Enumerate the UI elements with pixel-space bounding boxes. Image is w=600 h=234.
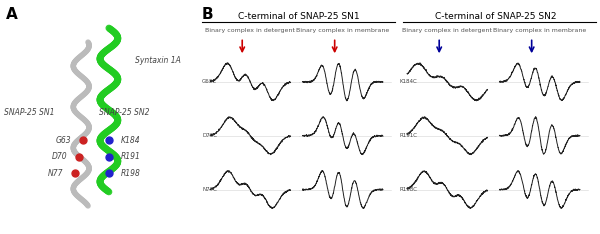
Text: Binary complex in detergent: Binary complex in detergent xyxy=(205,28,295,33)
Text: N77: N77 xyxy=(48,169,64,178)
Text: C-terminal of SNAP-25 SN2: C-terminal of SNAP-25 SN2 xyxy=(435,12,556,21)
Text: R191C: R191C xyxy=(399,133,417,138)
Text: R191: R191 xyxy=(121,152,140,161)
Text: K184C: K184C xyxy=(399,79,417,84)
Text: Syntaxin 1A: Syntaxin 1A xyxy=(134,56,181,65)
Text: D70: D70 xyxy=(52,152,67,161)
Text: SNAP-25 SN1: SNAP-25 SN1 xyxy=(4,108,55,117)
Text: Binary complex in membrane: Binary complex in membrane xyxy=(296,28,389,33)
Text: Binary complex in membrane: Binary complex in membrane xyxy=(493,28,586,33)
Text: D70C: D70C xyxy=(202,133,217,138)
Text: B: B xyxy=(202,7,214,22)
Text: R198: R198 xyxy=(121,169,140,178)
Text: G63: G63 xyxy=(56,136,71,145)
Text: C-terminal of SNAP-25 SN1: C-terminal of SNAP-25 SN1 xyxy=(238,12,359,21)
Text: A: A xyxy=(6,7,17,22)
Text: G63C: G63C xyxy=(202,79,217,84)
Text: SNAP-25 SN2: SNAP-25 SN2 xyxy=(99,108,149,117)
Text: N77C: N77C xyxy=(202,187,217,192)
Text: K184: K184 xyxy=(121,136,140,145)
Text: Binary complex in detergent: Binary complex in detergent xyxy=(403,28,492,33)
Text: R198C: R198C xyxy=(399,187,417,192)
